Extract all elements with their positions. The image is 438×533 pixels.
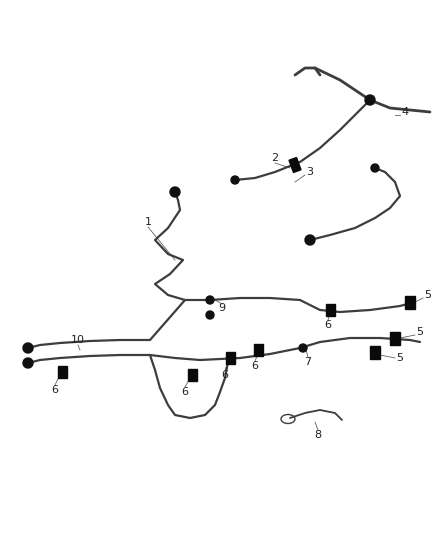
Text: 6: 6: [181, 387, 188, 397]
Circle shape: [23, 358, 33, 368]
Text: 9: 9: [219, 303, 226, 313]
Bar: [187, 369, 197, 381]
Text: 5: 5: [396, 353, 403, 363]
Bar: [370, 345, 380, 359]
Circle shape: [305, 235, 315, 245]
Circle shape: [365, 95, 375, 105]
Text: 6: 6: [251, 361, 258, 371]
Bar: [390, 332, 400, 344]
Text: 3: 3: [307, 167, 314, 177]
Text: 2: 2: [272, 153, 279, 163]
Text: 6: 6: [52, 385, 59, 395]
Text: 7: 7: [304, 357, 311, 367]
Text: 10: 10: [71, 335, 85, 345]
Bar: [226, 352, 234, 364]
Circle shape: [206, 296, 214, 304]
Circle shape: [170, 187, 180, 197]
Bar: [57, 366, 67, 378]
Text: 6: 6: [222, 370, 229, 380]
Circle shape: [299, 344, 307, 352]
Bar: [289, 158, 301, 173]
Bar: [405, 295, 415, 309]
Text: 8: 8: [314, 430, 321, 440]
Text: 5: 5: [424, 290, 431, 300]
Circle shape: [231, 176, 239, 184]
Text: 1: 1: [145, 217, 152, 227]
Circle shape: [371, 164, 379, 172]
Bar: [254, 344, 262, 356]
Text: 4: 4: [402, 107, 409, 117]
Bar: [325, 304, 335, 316]
Circle shape: [206, 311, 214, 319]
Text: 5: 5: [417, 327, 424, 337]
Text: 6: 6: [325, 320, 332, 330]
Circle shape: [23, 343, 33, 353]
